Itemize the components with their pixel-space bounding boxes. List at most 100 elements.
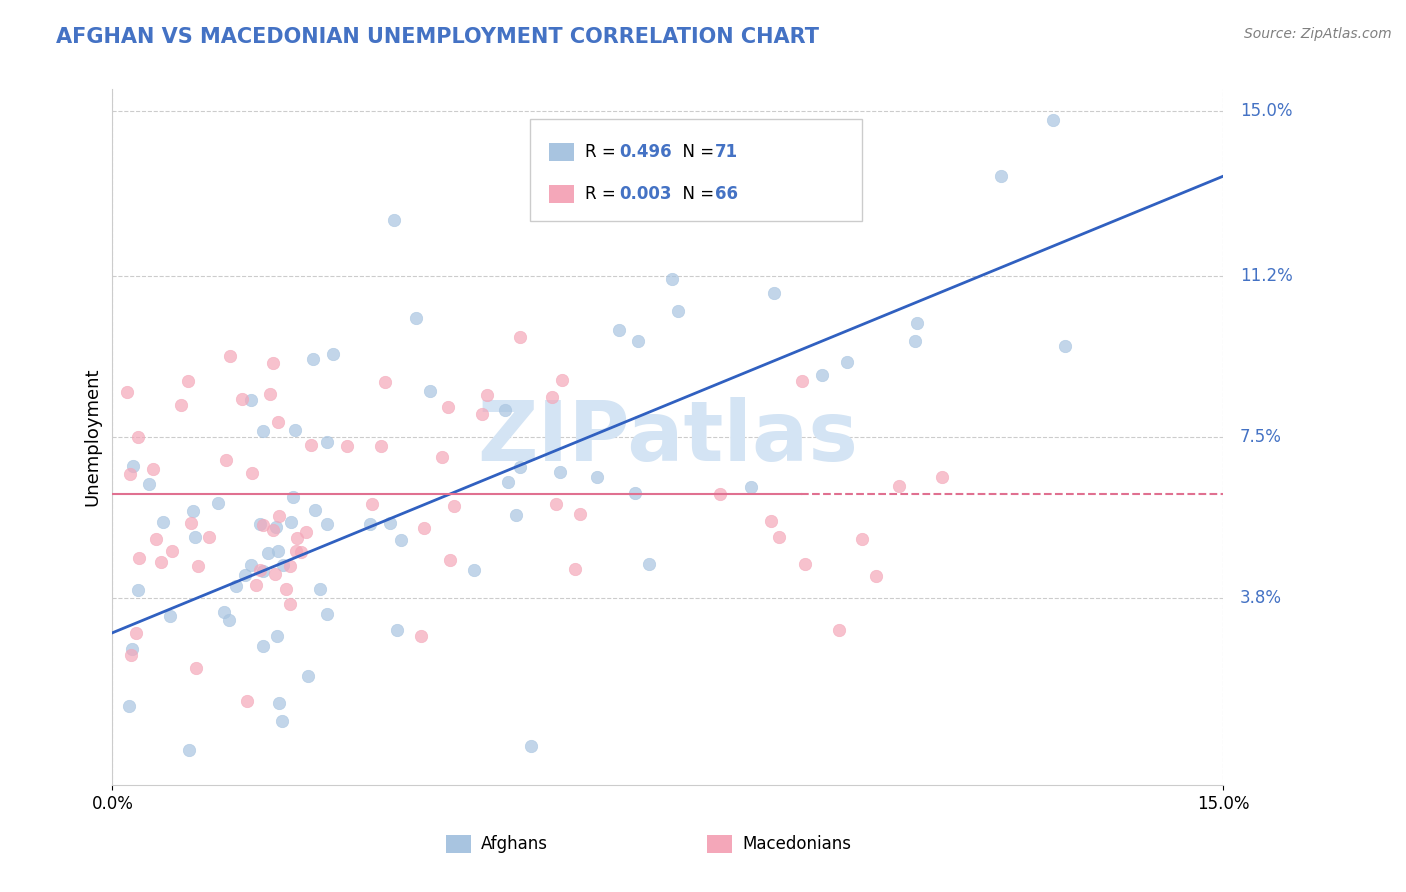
Point	[284, 423, 307, 437]
Point	[709, 486, 731, 500]
Point	[637, 557, 659, 571]
Point	[233, 568, 256, 582]
Point	[262, 524, 284, 538]
Text: Afghans: Afghans	[481, 835, 548, 853]
Text: 66: 66	[714, 185, 738, 202]
Point	[828, 623, 851, 637]
Point	[661, 271, 683, 285]
Point	[990, 169, 1012, 183]
Point	[236, 693, 259, 707]
Point	[145, 532, 167, 546]
Point	[382, 212, 405, 227]
Text: 3.8%: 3.8%	[1240, 589, 1282, 607]
Point	[463, 563, 485, 577]
Point	[411, 629, 433, 643]
Point	[551, 372, 574, 386]
Text: 71: 71	[714, 144, 738, 161]
Point	[316, 435, 339, 450]
Point	[405, 311, 427, 326]
Point	[623, 486, 645, 500]
Point	[252, 565, 274, 579]
Point	[218, 613, 240, 627]
Point	[264, 520, 287, 534]
Point	[267, 415, 290, 429]
Point	[142, 462, 165, 476]
Point	[125, 625, 148, 640]
Point	[1042, 112, 1064, 127]
Point	[361, 497, 384, 511]
Point	[509, 330, 531, 344]
Point	[274, 582, 297, 596]
Point	[283, 490, 305, 504]
Point	[245, 578, 267, 592]
Point	[607, 323, 630, 337]
Point	[267, 696, 290, 710]
Point	[278, 597, 301, 611]
Point	[505, 508, 527, 522]
Point	[264, 566, 287, 581]
Point	[437, 400, 460, 414]
Point	[336, 439, 359, 453]
Point	[249, 563, 271, 577]
Point	[316, 607, 339, 622]
Point	[266, 629, 288, 643]
Point	[763, 285, 786, 300]
Point	[948, 62, 970, 76]
Point	[889, 479, 911, 493]
Point	[389, 533, 412, 547]
Text: 15.0%: 15.0%	[1240, 102, 1292, 120]
Point	[212, 605, 235, 619]
Point	[626, 334, 648, 348]
Point	[118, 699, 141, 714]
Text: Source: ZipAtlas.com: Source: ZipAtlas.com	[1244, 27, 1392, 41]
Point	[297, 669, 319, 683]
Text: AFGHAN VS MACEDONIAN UNEMPLOYMENT CORRELATION CHART: AFGHAN VS MACEDONIAN UNEMPLOYMENT CORREL…	[56, 27, 820, 46]
Point	[259, 387, 281, 401]
Point	[509, 460, 531, 475]
Point	[284, 543, 307, 558]
Point	[181, 504, 204, 518]
Point	[215, 452, 238, 467]
Point	[768, 530, 790, 544]
Point	[471, 407, 494, 421]
Point	[520, 739, 543, 753]
Point	[120, 648, 142, 662]
Point	[564, 562, 586, 576]
Point	[359, 516, 381, 531]
Point	[159, 608, 181, 623]
Point	[121, 642, 143, 657]
Point	[496, 475, 519, 489]
Point	[904, 334, 927, 349]
Point	[439, 553, 461, 567]
Point	[790, 374, 813, 388]
Point	[475, 387, 498, 401]
Point	[239, 392, 262, 407]
Point	[666, 304, 689, 318]
Point	[385, 623, 408, 637]
Point	[187, 559, 209, 574]
Point	[177, 374, 200, 388]
Point	[239, 558, 262, 572]
Point	[152, 515, 174, 529]
Point	[540, 390, 562, 404]
Point	[315, 516, 337, 531]
Point	[252, 517, 274, 532]
Point	[271, 558, 294, 573]
Point	[252, 640, 274, 654]
Point	[299, 437, 322, 451]
Point	[207, 496, 229, 510]
Point	[128, 551, 150, 566]
Point	[240, 466, 263, 480]
Point	[170, 398, 193, 412]
Point	[419, 384, 441, 398]
Text: N =: N =	[672, 144, 720, 161]
Point	[294, 525, 316, 540]
Point	[586, 470, 609, 484]
Text: Macedonians: Macedonians	[742, 835, 851, 853]
Point	[179, 743, 201, 757]
Point	[269, 509, 291, 524]
Point	[285, 531, 308, 545]
Point	[865, 569, 887, 583]
Text: R =: R =	[585, 185, 621, 202]
Point	[568, 507, 591, 521]
